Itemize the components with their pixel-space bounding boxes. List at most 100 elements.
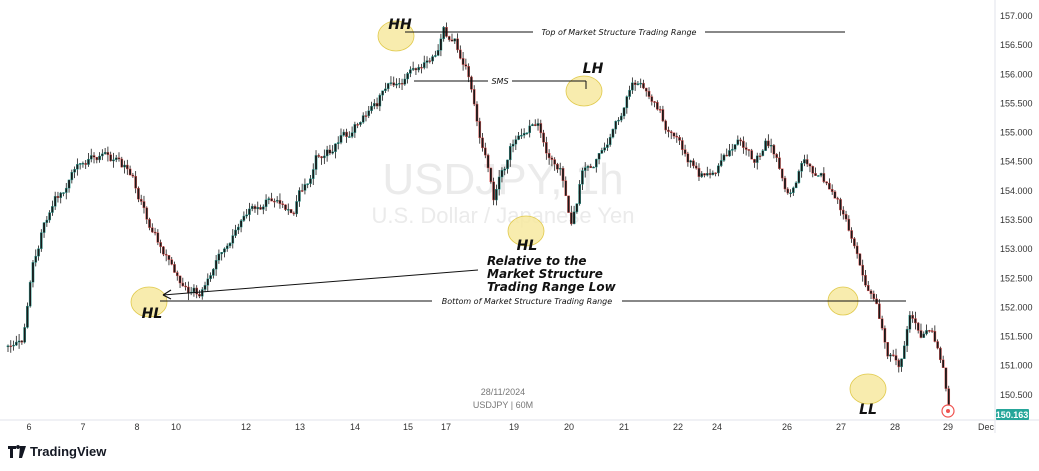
tradingview-logo[interactable]: TradingView (8, 444, 107, 459)
candle-body (148, 219, 151, 228)
candle-body (259, 207, 262, 210)
candle-body (422, 62, 426, 68)
candle-body (84, 163, 87, 165)
candle-body (547, 153, 551, 159)
candle-body (40, 232, 43, 249)
candle-body (894, 355, 898, 361)
candle-body (808, 163, 812, 167)
candle-body (644, 87, 648, 92)
candle-body (506, 159, 509, 170)
relative-arrow-line (162, 269, 479, 296)
candle-body (886, 341, 889, 357)
candle-body (17, 340, 21, 343)
candle-body (336, 142, 340, 144)
candle-body (370, 105, 373, 111)
candle-body (783, 177, 787, 190)
candle-body (273, 200, 276, 203)
time-axis[interactable]: 6 7 8 10 12 13 14 15 17 19 20 21 22 24 26 27 28 29 Dec (26, 422, 994, 432)
candle-body (780, 168, 784, 179)
candle-body (264, 199, 268, 207)
relative-note: Relative to the Market Structure Trading… (487, 254, 617, 294)
candle-body (392, 82, 396, 86)
candle-body (581, 170, 584, 185)
candle-body (789, 192, 792, 194)
candle-body (356, 124, 359, 126)
price-axis[interactable]: 157.000 156.500 156.000 155.500 155.000 154.5… (1000, 11, 1033, 400)
candle-body (447, 36, 451, 40)
candle-body (611, 128, 615, 138)
candle-body (583, 167, 587, 171)
candle-body (606, 144, 609, 148)
candle-body (484, 147, 487, 156)
candle-body (245, 214, 248, 217)
hl-left-label: HL (142, 306, 163, 322)
live-price-marker-dot (946, 409, 950, 413)
candle-body (689, 160, 692, 163)
candle-body (575, 203, 579, 213)
candle-body (378, 94, 382, 107)
candle-body (817, 175, 820, 177)
candle-body (200, 289, 204, 297)
candle-body (658, 109, 662, 111)
candle-body (92, 155, 96, 158)
candle-body (631, 82, 634, 91)
price-tick-label: 154.000 (1000, 186, 1033, 196)
price-tick-label: 154.500 (1000, 157, 1033, 167)
candle-body (239, 220, 243, 228)
candle-body (853, 238, 856, 247)
candle-body (67, 179, 71, 189)
candle-body (486, 154, 490, 169)
candle-body (633, 82, 637, 85)
candle-body (195, 287, 199, 295)
candle-body (397, 83, 401, 85)
candle-body (597, 153, 601, 160)
candle-body (406, 73, 409, 80)
candle-body (692, 160, 695, 167)
candle-body (381, 90, 384, 96)
time-tick-label: 24 (712, 422, 722, 432)
candle-body (425, 60, 429, 63)
candle-body (675, 135, 679, 138)
price-tick-label: 151.500 (1000, 332, 1033, 342)
candle-body (225, 245, 229, 249)
candle-body (26, 305, 29, 328)
candle-body (242, 215, 246, 221)
candle-body (142, 201, 146, 209)
candle-body (647, 90, 651, 97)
candle-body (325, 149, 329, 157)
candle-body (511, 143, 515, 147)
candle-body (728, 150, 731, 157)
hl-mid-label: HL (517, 238, 538, 254)
candle-body (722, 154, 726, 161)
candle-body (250, 205, 254, 210)
candle-body (839, 199, 842, 211)
candle-body (478, 121, 482, 139)
candle-body (348, 136, 351, 138)
candle-body (417, 66, 421, 71)
candle-body (359, 122, 362, 125)
candle-body (836, 198, 840, 200)
candle-body (758, 155, 762, 157)
candle-body (403, 78, 407, 85)
candle-body (137, 187, 140, 200)
candle-body (70, 172, 74, 181)
candle-body (750, 150, 753, 160)
price-tick-label: 153.000 (1000, 244, 1033, 254)
candle-body (284, 204, 287, 210)
candle-body (531, 124, 534, 127)
candle-body (23, 327, 26, 343)
candle-body (869, 290, 873, 294)
candle-body (170, 259, 174, 265)
candle-body (298, 190, 301, 202)
candle-body (767, 140, 770, 147)
candle-body (286, 209, 290, 211)
candle-body (711, 172, 715, 175)
time-tick-label: 27 (836, 422, 846, 432)
candle-body (198, 293, 201, 297)
candle-body (300, 190, 304, 192)
candle-body (331, 151, 334, 154)
candlestick-series (6, 22, 951, 416)
candle-body (700, 173, 704, 177)
candle-body (725, 154, 729, 157)
